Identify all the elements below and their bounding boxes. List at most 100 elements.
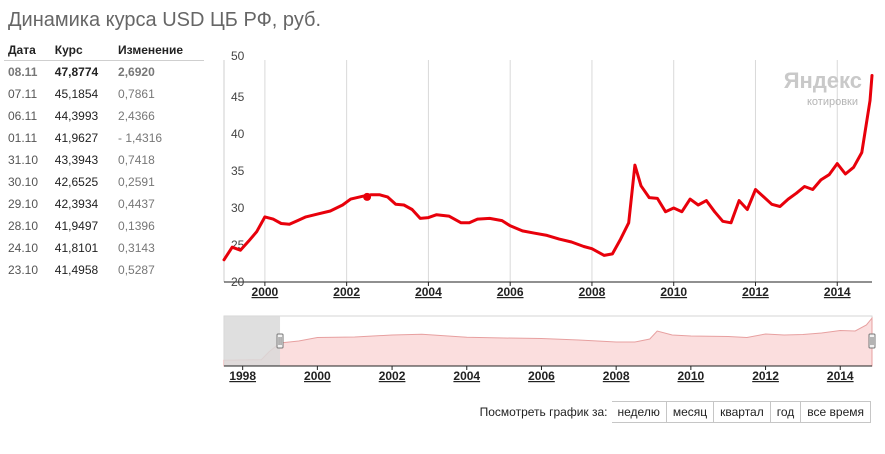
- usd-rate-point: [247, 240, 250, 243]
- table-row: 23.10 41,4958 0,5287: [4, 259, 204, 281]
- usd-rate-point: [316, 212, 320, 216]
- period-month-button[interactable]: месяц: [666, 401, 715, 423]
- table-row: 30.10 42,6525 0,2591: [4, 171, 204, 193]
- x-tick-label: 2012: [742, 285, 769, 299]
- usd-rate-line: [222, 74, 874, 262]
- usd-rate-point: [836, 162, 839, 165]
- navigator-left-handle[interactable]: [276, 333, 284, 349]
- usd-rate-point: [386, 195, 389, 199]
- usd-rate-point: [762, 195, 765, 199]
- usd-rate-point: [271, 217, 275, 221]
- navigator-tick-label[interactable]: 2004: [453, 369, 480, 383]
- usd-rate-point: [868, 99, 872, 102]
- usd-rate-point: [255, 230, 258, 233]
- navigator-tick-label[interactable]: 2002: [379, 369, 406, 383]
- navigator-tick-label[interactable]: 2000: [304, 369, 331, 383]
- row-change: 0,3143: [118, 241, 155, 255]
- usd-rate-point: [647, 196, 651, 199]
- x-tick-label: 2010: [660, 285, 687, 299]
- row-rate: 42,3934: [54, 197, 99, 211]
- usd-rate-point: [349, 197, 352, 201]
- usd-rate-point: [697, 203, 700, 207]
- usd-rate-point: [329, 209, 332, 213]
- navigator-right-handle[interactable]: [868, 333, 876, 349]
- table-row: 29.10 42,3934 0,4437: [4, 193, 204, 215]
- usd-rate-point: [778, 205, 782, 208]
- usd-rate-point: [288, 223, 291, 226]
- navigator-unselected-region: [224, 316, 281, 366]
- usd-rate-point: [582, 245, 585, 248]
- header-rate: Курс: [50, 40, 115, 61]
- row-date: 30.10: [8, 175, 39, 189]
- row-rate: 41,4958: [54, 263, 99, 277]
- period-selector: Посмотреть график за: неделю месяц кварт…: [480, 401, 871, 423]
- usd-rate-point: [852, 166, 855, 169]
- row-date: 07.11: [8, 87, 38, 101]
- usd-rate-point: [394, 203, 397, 206]
- usd-rate-point: [488, 217, 491, 220]
- usd-rate-point: [427, 216, 430, 219]
- usd-rate-point: [819, 178, 823, 182]
- x-tick-label: 2008: [579, 285, 606, 299]
- table-row: 31.10 43,3943 0,7418: [4, 149, 204, 171]
- navigator-tick-label[interactable]: 2014: [827, 369, 854, 383]
- row-rate: 44,3993: [54, 109, 99, 123]
- row-change: 0,7418: [118, 153, 155, 167]
- header-change: Изменение: [114, 40, 204, 61]
- table-row: 07.11 45,1854 0,7861: [4, 83, 204, 105]
- usd-rate-point: [633, 163, 637, 167]
- usd-rate-point: [280, 222, 283, 225]
- usd-rate-point: [811, 188, 814, 191]
- row-change: 0,1396: [118, 219, 155, 233]
- row-change: 0,4437: [118, 197, 155, 211]
- table-row: 01.11 41,9627 - 1,4316: [4, 127, 204, 149]
- usd-rate-point: [410, 208, 414, 211]
- period-quarter-button[interactable]: квартал: [714, 401, 771, 423]
- period-year-button[interactable]: год: [770, 401, 802, 423]
- header-date: Дата: [4, 40, 51, 61]
- row-date: 29.10: [8, 197, 39, 211]
- navigator-tick-label[interactable]: 2010: [678, 369, 705, 383]
- row-change: - 1,4316: [118, 131, 163, 145]
- navigator-tick-label[interactable]: 2006: [528, 369, 555, 383]
- usd-rate-point: [296, 219, 299, 222]
- usd-rate-point: [795, 192, 798, 195]
- row-date: 08.11: [8, 65, 38, 79]
- usd-rate-point: [508, 224, 512, 227]
- row-rate: 41,9497: [54, 219, 99, 233]
- usd-rate-point: [402, 203, 406, 207]
- usd-rate-point: [627, 221, 630, 224]
- x-tick-label: 2004: [415, 285, 442, 299]
- row-change: 0,7861: [118, 87, 155, 101]
- x-tick-label: 2002: [333, 285, 360, 299]
- period-all-time-button[interactable]: все время: [801, 401, 871, 423]
- usd-rate-point: [746, 208, 749, 211]
- usd-rate-point: [639, 184, 643, 187]
- row-date: 06.11: [8, 109, 38, 123]
- y-tick-label: 40: [231, 127, 245, 141]
- row-rate: 43,3943: [54, 153, 99, 167]
- usd-rate-point: [263, 215, 267, 219]
- navigator-tick-label[interactable]: 1998: [229, 369, 256, 383]
- usd-rate-point: [222, 258, 226, 261]
- row-date: 01.11: [8, 131, 38, 145]
- usd-rate-point: [754, 188, 757, 191]
- usd-rate-point: [672, 206, 675, 210]
- navigator-tick-label[interactable]: 2012: [752, 369, 779, 383]
- usd-rate-point: [558, 237, 561, 241]
- table-row: 28.10 41,9497 0,1396: [4, 215, 204, 237]
- usd-rate-point: [664, 210, 667, 213]
- row-rate: 45,1854: [54, 87, 99, 101]
- navigator-tick-label[interactable]: 2008: [603, 369, 630, 383]
- row-date: 31.10: [8, 153, 39, 167]
- period-week-button[interactable]: неделю: [611, 401, 667, 423]
- row-change: 2,6920: [118, 65, 155, 79]
- usd-rate-point: [476, 217, 479, 221]
- usd-rate-point: [713, 210, 716, 213]
- usd-rate-point: [533, 231, 536, 235]
- usd-rate-point: [729, 221, 733, 224]
- table-row: 24.10 41,8101 0,3143: [4, 237, 204, 259]
- usd-rate-point: [705, 199, 708, 202]
- navigator-area: [223, 316, 873, 367]
- usd-rate-point: [570, 240, 573, 244]
